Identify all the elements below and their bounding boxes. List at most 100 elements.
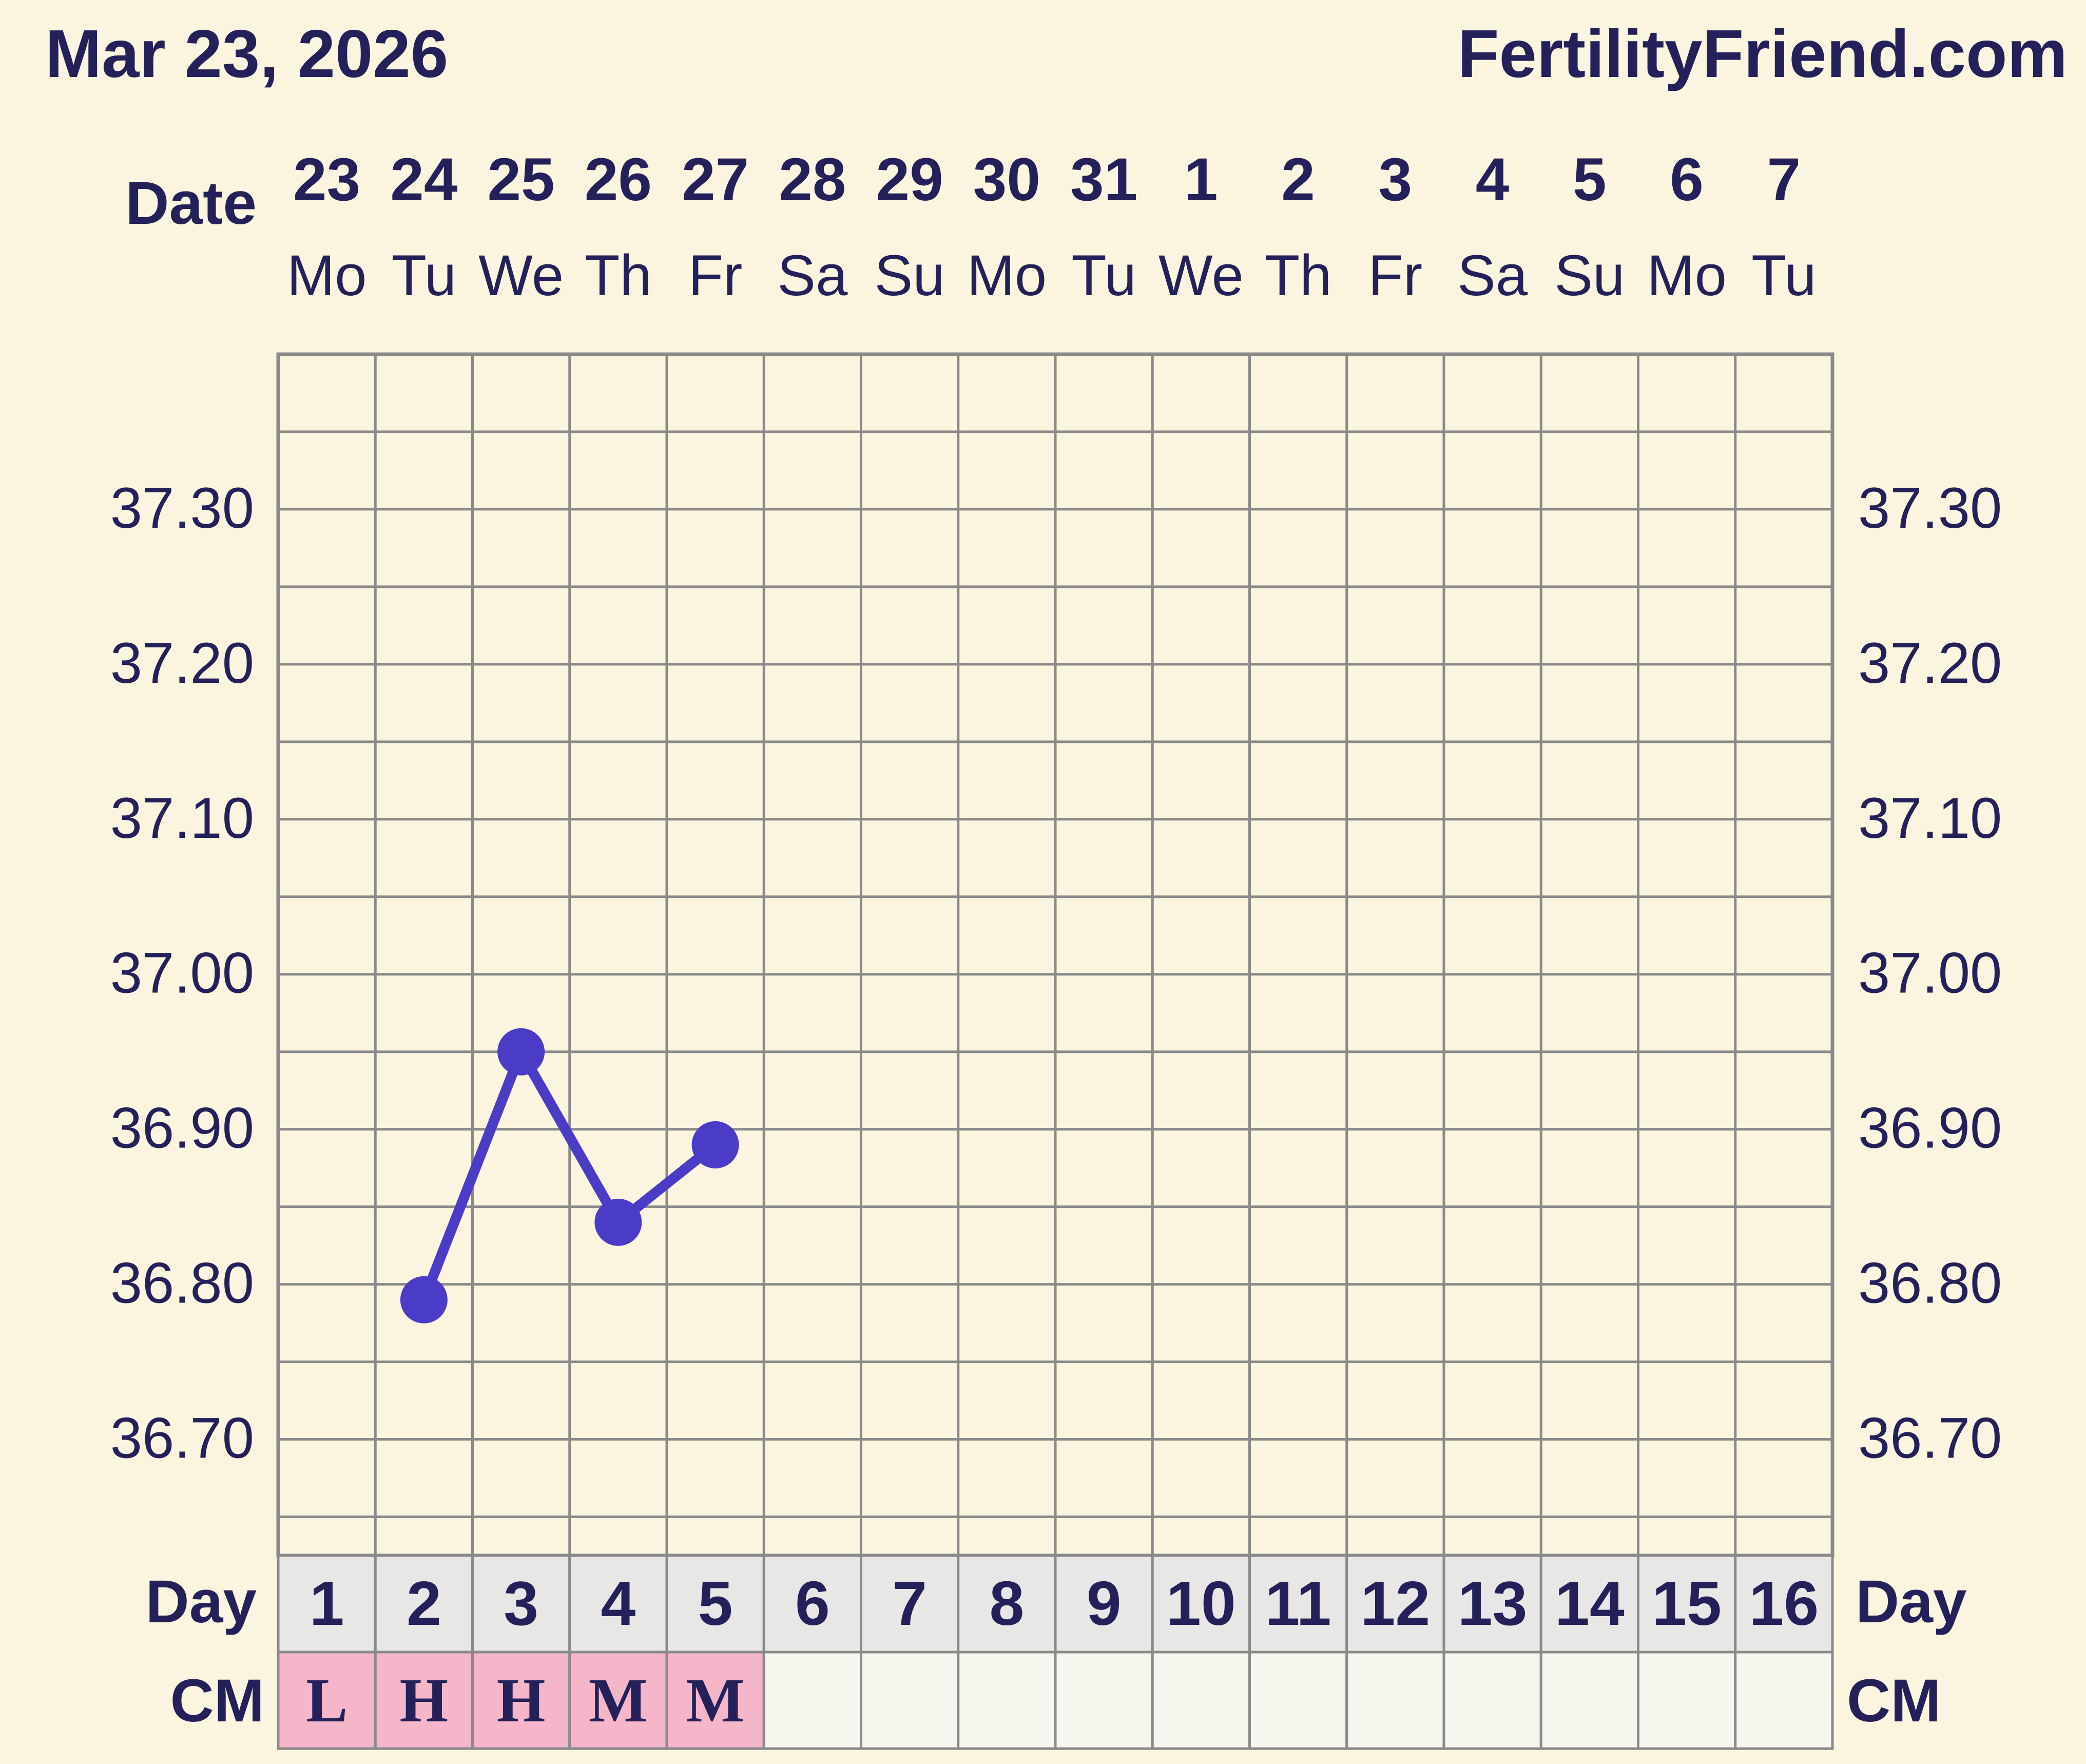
y-tick-label-left: 37.00 [110,941,254,1005]
date-label: 6 [1670,146,1704,214]
cm-cell [1637,1651,1737,1750]
cm-cell [471,1651,571,1750]
cycle-day-number: 10 [1166,1568,1236,1638]
cm-cell [1248,1651,1348,1750]
weekday-label: Fr [1368,243,1423,308]
date-label: 27 [682,146,749,214]
y-tick-label-right: 37.10 [1858,786,2002,850]
cycle-day-number: 14 [1555,1568,1625,1638]
cycle-day-number: 4 [601,1568,635,1638]
y-tick-label-right: 36.80 [1858,1251,2002,1315]
weekday-label: Sa [777,243,848,308]
cycle-day-cell [568,1554,668,1654]
cycle-day-number: 2 [407,1568,441,1638]
day-row-label-left: Day [146,1568,257,1636]
cm-value: H [399,1666,448,1735]
temperature-point [594,1198,642,1246]
cm-row-label-right: CM [1847,1667,1941,1735]
y-tick-label-right: 37.30 [1858,476,2002,540]
cycle-day-number: 7 [892,1568,927,1638]
cycle-day-number: 13 [1458,1568,1528,1638]
cycle-day-number: 16 [1749,1568,1819,1638]
cm-cell [1345,1651,1445,1750]
cycle-day-number: 6 [795,1568,830,1638]
cycle-day-cell [762,1554,862,1654]
date-label: 31 [1070,146,1137,214]
date-header-row: 23Mo24Tu25We26Th27Fr28Sa29Su30Mo31Tu1We2… [287,146,1817,308]
cm-cell [277,1651,377,1750]
y-tick-label-left: 36.80 [110,1251,254,1315]
cm-value: M [686,1666,745,1735]
date-label: 7 [1767,146,1801,214]
weekday-label: Mo [967,243,1047,308]
temperature-line [418,1046,721,1305]
y-tick-label-left: 37.30 [110,476,254,540]
cycle-day-cell [1734,1554,1834,1654]
cycle-day-cell [1442,1554,1542,1654]
cm-cell [1442,1651,1542,1750]
cm-cell [665,1651,765,1750]
cm-cell [568,1651,668,1750]
date-label: 3 [1379,146,1413,214]
cycle-day-cell [1345,1554,1445,1654]
weekday-label: Mo [287,243,367,308]
cycle-day-cell [471,1554,571,1654]
y-tick-label-left: 37.10 [110,786,254,850]
plot-grid [276,352,1834,1558]
date-label: 25 [487,146,554,214]
cm-value: L [306,1666,347,1735]
weekday-label: Tu [392,243,457,308]
date-label: 4 [1476,146,1510,214]
cycle-day-number: 9 [1087,1568,1122,1638]
cm-cell [1539,1651,1639,1750]
weekday-label: Su [875,243,945,308]
cycle-day-cell [1248,1554,1348,1654]
date-label: 1 [1184,146,1218,214]
temperature-point [497,1028,545,1076]
cervical-mucus-row: CM CML H H M M [170,1651,1941,1750]
temperature-point [691,1121,739,1168]
temperature-point [400,1276,448,1324]
day-row-label-right: Day [1856,1568,1966,1636]
y-axis-ticks: 37.30 37.30 37.20 37.20 37.10 37.10 37.00 37.00… [110,476,2002,1470]
cycle-day-cell [665,1554,765,1654]
cm-cell [860,1651,960,1750]
y-tick-label-left: 37.20 [110,631,254,695]
weekday-label: We [1158,243,1244,308]
date-label: 26 [585,146,652,214]
date-row-label: Date [125,169,257,237]
cycle-day-number: 15 [1652,1568,1722,1638]
temperature-series [400,1028,739,1324]
cycle-day-number: 12 [1361,1568,1431,1638]
cycle-day-cell [957,1554,1057,1654]
cycle-day-number: 11 [1265,1568,1331,1638]
cm-value: H [497,1666,546,1735]
y-tick-label-right: 37.00 [1858,941,2002,1005]
y-tick-label-right: 37.20 [1858,631,2002,695]
date-label: 2 [1281,146,1315,214]
y-tick-label-right: 36.90 [1858,1096,2002,1160]
weekday-label: Th [585,243,652,308]
cycle-day-cell [860,1554,960,1654]
date-label: 30 [973,146,1040,214]
date-label: 24 [390,146,457,214]
cm-cell [957,1651,1057,1750]
weekday-label: Th [1265,243,1332,308]
cycle-day-number: 5 [698,1568,733,1638]
date-label: 23 [293,146,360,214]
weekday-label: Mo [1647,243,1727,308]
cm-cell [1734,1651,1834,1750]
cm-value: M [589,1666,648,1735]
y-tick-label-left: 36.70 [110,1406,254,1470]
cycle-day-number: 3 [504,1568,538,1638]
weekday-label: Sa [1457,243,1528,308]
cm-row-label-left: CM [170,1667,264,1735]
date-label: 28 [779,146,846,214]
chart-date-title: Mar 23, 2026 [45,16,448,91]
weekday-label: Su [1554,243,1625,308]
y-tick-label-left: 36.90 [110,1096,254,1160]
cm-cell [1054,1651,1154,1750]
